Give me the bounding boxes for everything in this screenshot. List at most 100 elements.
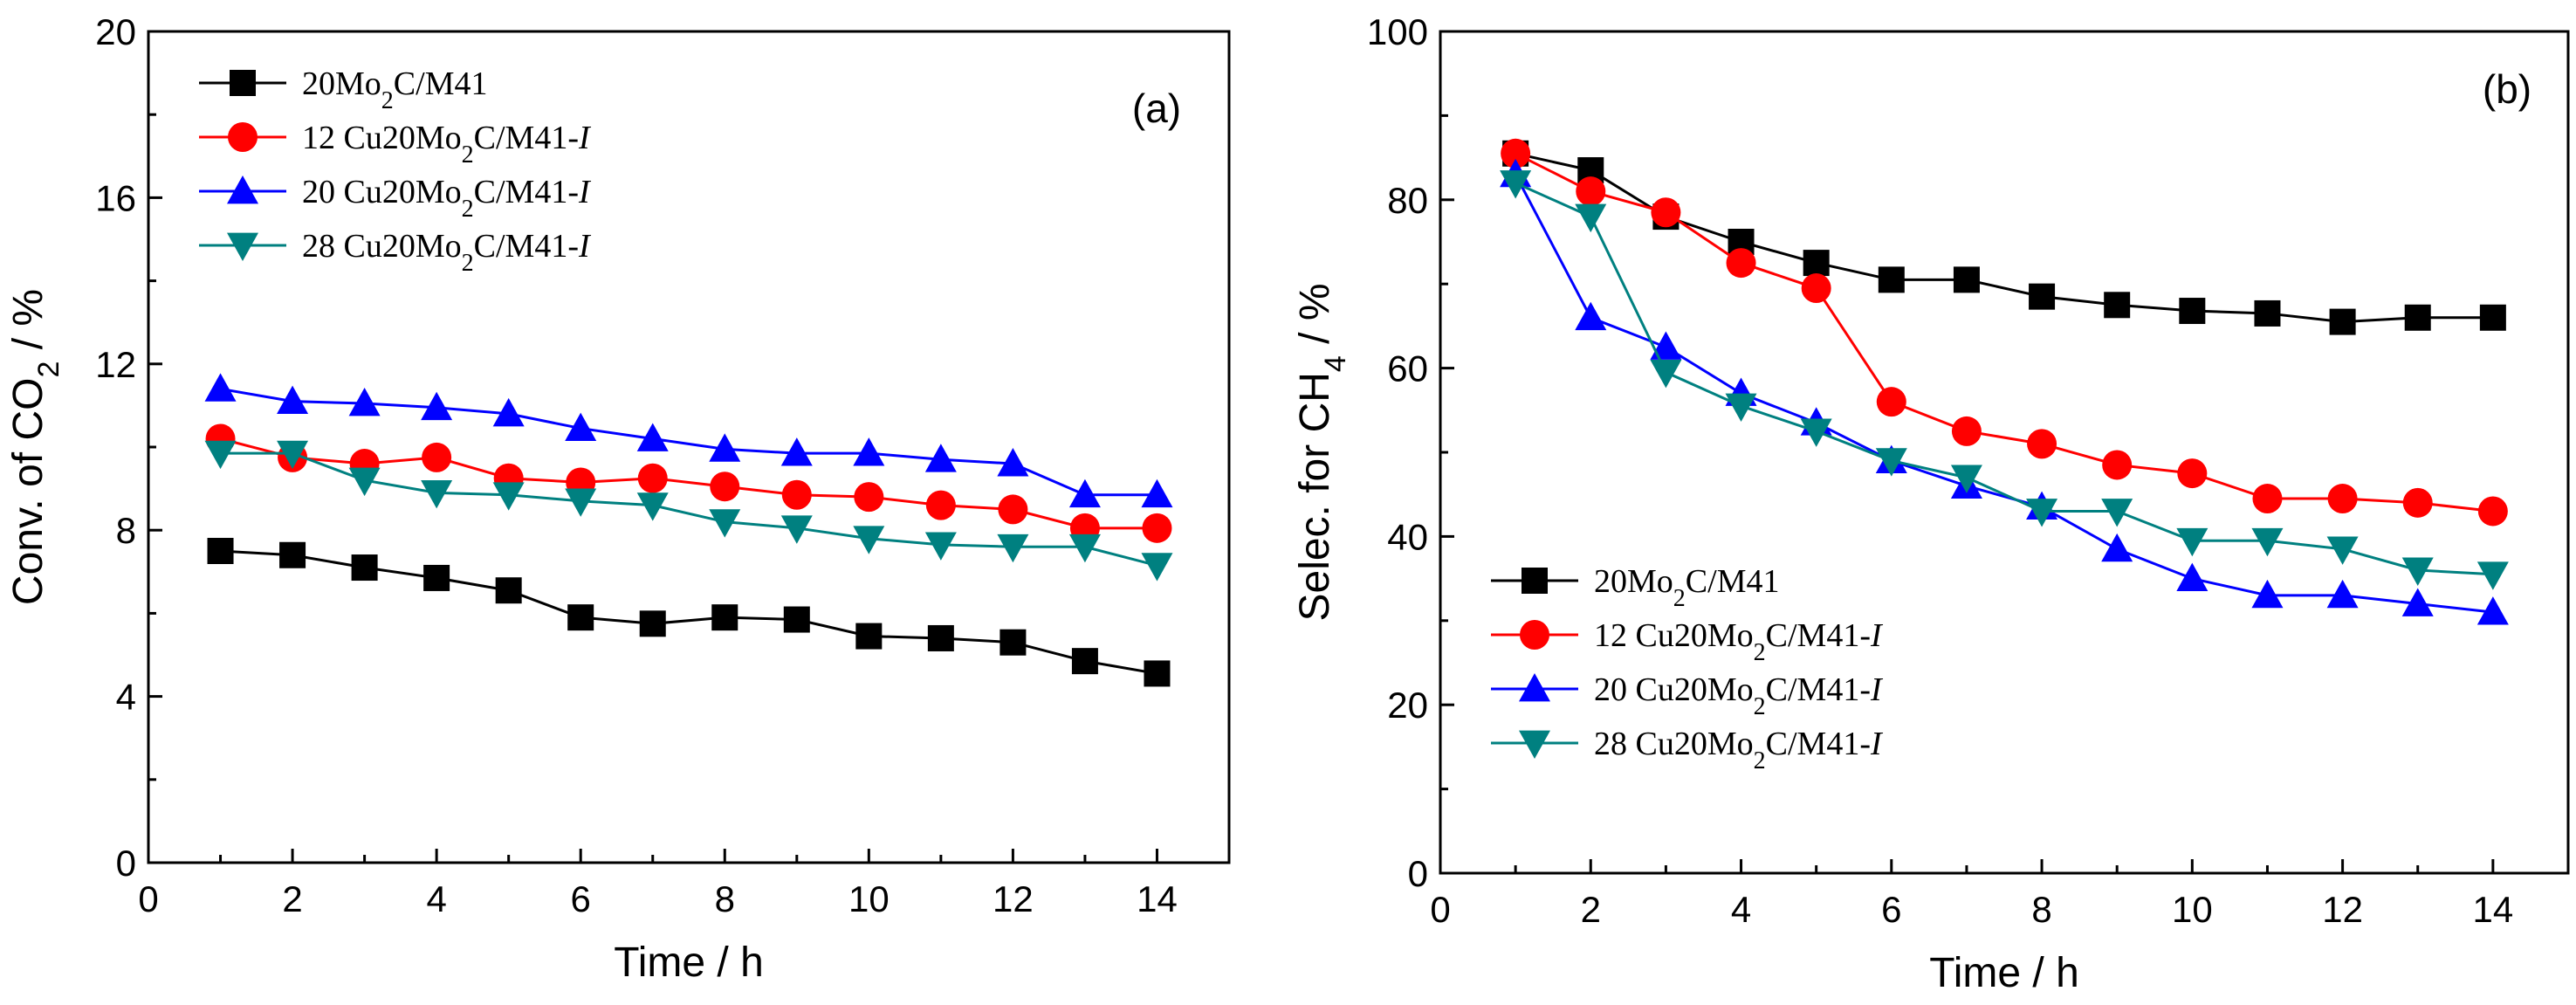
data-point	[924, 444, 957, 472]
series-line	[1515, 152, 2493, 324]
data-point	[1726, 248, 1756, 279]
x-tick-label: 0	[1430, 889, 1450, 930]
y-tick-label: 0	[1408, 853, 1428, 894]
x-tick-label: 14	[2473, 889, 2514, 930]
y-tick-label: 12	[95, 344, 136, 385]
data-point	[1725, 393, 1757, 422]
legend-label-rest: C/M41-	[1766, 671, 1871, 708]
series-3	[1500, 158, 2509, 625]
data-point	[783, 606, 810, 633]
panel-label: (b)	[2483, 66, 2531, 112]
data-point	[1501, 138, 1531, 169]
data-point	[2176, 527, 2208, 557]
x-tick-label: 8	[2031, 889, 2051, 930]
data-point	[495, 577, 522, 604]
x-tick-label: 6	[571, 878, 591, 919]
data-point	[2176, 562, 2208, 591]
legend-label: 12 Cu20Mo2C/M41-I	[302, 120, 592, 169]
data-point	[277, 385, 309, 415]
data-point	[1141, 553, 1173, 582]
data-point	[277, 440, 309, 470]
legend-entry: 20 Cu20Mo2C/M41-I	[1491, 671, 1884, 720]
data-point	[924, 532, 957, 561]
data-point	[2029, 283, 2056, 310]
legend-label-subscript: 2	[462, 141, 474, 169]
legend-label-main: 28 Cu20Mo	[302, 228, 462, 265]
legend-label-main: 20Mo	[302, 65, 381, 102]
y-tick-label: 20	[95, 11, 136, 52]
x-tick-label: 0	[138, 878, 158, 919]
data-point	[2476, 561, 2509, 590]
legend-label: 20Mo2C/M41	[1594, 563, 1780, 612]
data-point	[2476, 596, 2509, 625]
data-point	[854, 482, 884, 513]
data-point	[927, 624, 954, 651]
y-axis-title-unit: / %	[1292, 283, 1338, 355]
data-point	[1068, 478, 1101, 508]
data-point	[855, 623, 883, 650]
data-point	[2404, 304, 2431, 331]
data-point	[710, 472, 740, 502]
x-tick-label: 14	[1137, 878, 1178, 919]
x-tick-label: 12	[2322, 889, 2363, 930]
legend-label: 20 Cu20Mo2C/M41-I	[302, 174, 592, 223]
data-point	[1071, 648, 1098, 675]
data-point	[421, 391, 453, 421]
data-point	[2101, 533, 2133, 562]
data-point	[639, 610, 666, 637]
legend-marker	[227, 176, 258, 204]
x-axis-title: Time / h	[614, 940, 764, 986]
data-point	[2027, 429, 2057, 459]
legend-label-main: 12 Cu20Mo	[1594, 617, 1754, 654]
y-axis-title: Conv. of CO2 / %	[5, 289, 65, 605]
x-tick-label: 4	[426, 878, 446, 919]
legend-label-italic: I	[578, 174, 592, 210]
y-tick-label: 0	[116, 843, 136, 884]
data-point	[1144, 660, 1171, 687]
legend-entry: 12 Cu20Mo2C/M41-I	[199, 120, 592, 169]
data-point	[2477, 496, 2508, 527]
legend-label-italic: I	[1870, 726, 1884, 762]
data-point	[204, 373, 237, 402]
legend-entry: 20Mo2C/M41	[1491, 563, 1780, 612]
legend-entry: 12 Cu20Mo2C/M41-I	[1491, 617, 1884, 666]
y-tick-label: 20	[1387, 685, 1428, 726]
data-point	[1651, 197, 1681, 228]
data-point	[423, 564, 450, 591]
legend-label-subscript: 2	[381, 87, 394, 114]
series-1	[207, 538, 1171, 687]
series-3	[204, 373, 1173, 508]
legend-marker	[228, 122, 258, 152]
series-4	[204, 440, 1173, 582]
legend-label-subscript: 2	[462, 250, 474, 277]
legend-label-main: 28 Cu20Mo	[1594, 726, 1754, 762]
y-axis-title-subscript: 2	[32, 361, 65, 378]
legend-label-main: 20 Cu20Mo	[302, 174, 462, 210]
legend-label-subscript: 2	[1754, 693, 1766, 720]
data-point	[1878, 266, 1905, 293]
data-point	[422, 442, 452, 472]
legend-label-subscript: 2	[1754, 639, 1766, 666]
x-axis-title: Time / h	[1929, 950, 2079, 996]
data-point	[2402, 487, 2433, 518]
y-axis-title-subscript: 4	[1319, 355, 1352, 372]
legend-entry: 28 Cu20Mo2C/M41-I	[1491, 726, 1884, 774]
y-tick-label: 60	[1387, 348, 1428, 389]
legend-label-rest: C/M41	[394, 65, 488, 102]
data-point	[565, 412, 597, 441]
data-point	[204, 440, 237, 470]
x-tick-label: 6	[1881, 889, 1901, 930]
y-tick-label: 80	[1387, 180, 1428, 221]
data-point	[636, 492, 669, 521]
x-tick-label: 4	[1731, 889, 1751, 930]
legend-label-rest: C/M41-	[1766, 617, 1871, 654]
x-tick-label: 10	[2172, 889, 2213, 930]
data-point	[2179, 298, 2206, 325]
series-2	[1501, 138, 2508, 527]
legend-label-rest: C/M41-	[474, 120, 579, 156]
data-point	[2252, 484, 2283, 514]
data-point	[492, 397, 525, 427]
series-line	[220, 387, 1157, 497]
data-point	[1950, 465, 1982, 493]
